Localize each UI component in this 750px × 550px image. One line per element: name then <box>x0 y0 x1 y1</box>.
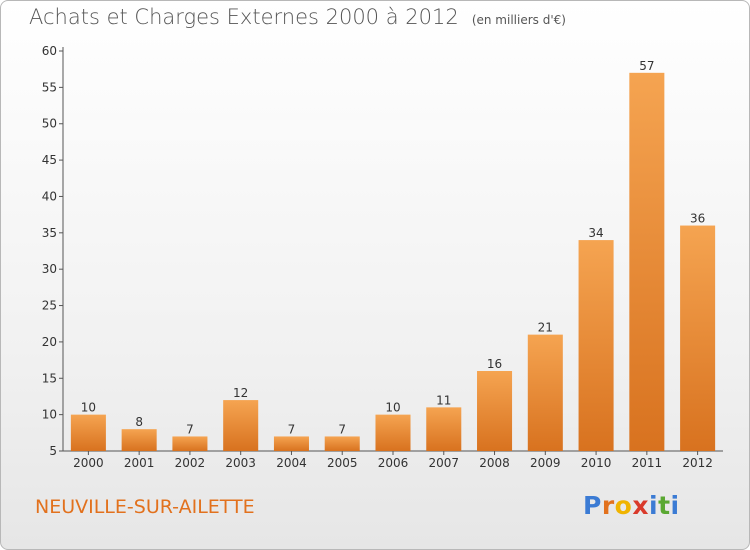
bar <box>375 414 411 451</box>
bar <box>629 72 665 452</box>
data-label: 7 <box>338 422 346 436</box>
chart-title: Achats et Charges Externes 2000 à 2012 (… <box>29 5 566 29</box>
bar <box>324 436 360 451</box>
data-label: 57 <box>639 59 654 73</box>
data-label: 21 <box>538 321 553 335</box>
bar <box>121 429 157 451</box>
data-label: 34 <box>588 226 603 240</box>
data-label: 8 <box>135 415 143 429</box>
y-tick-label: 45 <box>42 153 57 167</box>
logo-letter: P <box>583 491 602 520</box>
bar <box>578 240 614 451</box>
title-text: Achats et Charges Externes 2000 à 2012 <box>29 5 459 29</box>
y-tick-label: 15 <box>42 371 57 385</box>
commune-name: NEUVILLE-SUR-AILETTE <box>35 496 255 518</box>
x-tick-label: 2007 <box>428 456 459 470</box>
logo-letter: x <box>632 491 649 520</box>
data-label: 36 <box>690 212 705 226</box>
y-tick-label: 35 <box>42 226 57 240</box>
bar <box>426 407 462 451</box>
bar <box>223 400 259 451</box>
data-label: 7 <box>288 422 296 436</box>
x-tick-label: 2010 <box>581 456 612 470</box>
y-tick-label: 5 <box>49 444 57 458</box>
x-tick-label: 2001 <box>124 456 155 470</box>
x-tick-label: 2012 <box>682 456 713 470</box>
x-tick-label: 2003 <box>225 456 256 470</box>
bar <box>680 225 716 451</box>
x-tick-label: 2000 <box>73 456 104 470</box>
y-tick-label: 20 <box>42 335 57 349</box>
data-label: 10 <box>385 401 400 415</box>
data-label: 7 <box>186 422 194 436</box>
proxiti-logo: Proxiti <box>583 491 680 520</box>
bar <box>477 371 513 451</box>
data-label: 12 <box>233 386 248 400</box>
subtitle-text: (en milliers d'€) <box>471 13 566 27</box>
bar <box>70 414 106 451</box>
y-tick-label: 60 <box>42 44 57 58</box>
logo-letter: t <box>658 491 671 520</box>
data-label: 16 <box>487 357 502 371</box>
x-tick-label: 2005 <box>327 456 358 470</box>
x-tick-label: 2008 <box>479 456 510 470</box>
y-tick-label: 10 <box>42 408 57 422</box>
x-tick-label: 2004 <box>276 456 307 470</box>
x-tick-label: 2002 <box>175 456 206 470</box>
x-tick-label: 2009 <box>530 456 561 470</box>
x-tick-label: 2006 <box>378 456 409 470</box>
bar <box>527 334 563 451</box>
y-tick-label: 50 <box>42 117 57 131</box>
y-tick-label: 30 <box>42 262 57 276</box>
y-tick-label: 25 <box>42 299 57 313</box>
logo-letter: o <box>614 491 633 520</box>
logo-letter: i <box>670 491 680 520</box>
x-tick-label: 2011 <box>632 456 663 470</box>
logo-letter: i <box>649 491 659 520</box>
logo-letter: r <box>601 491 615 520</box>
data-label: 10 <box>81 401 96 415</box>
y-tick-label: 55 <box>42 80 57 94</box>
y-tick-label: 40 <box>42 189 57 203</box>
bar <box>172 436 208 451</box>
bar <box>273 436 309 451</box>
data-label: 11 <box>436 393 451 407</box>
